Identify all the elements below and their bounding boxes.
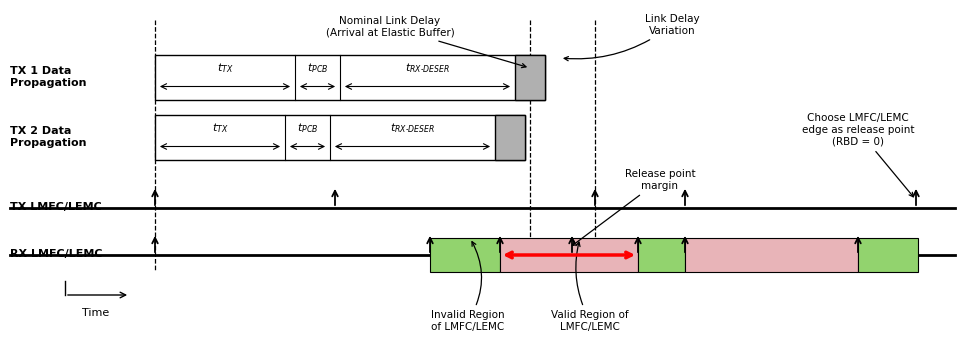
- Text: Link Delay
Variation: Link Delay Variation: [564, 14, 699, 61]
- Text: RX LMFC/LEMC: RX LMFC/LEMC: [10, 249, 103, 259]
- Text: Valid Region of
LMFC/LEMC: Valid Region of LMFC/LEMC: [551, 242, 629, 332]
- Text: Release point
margin: Release point margin: [573, 169, 695, 245]
- Bar: [858, 238, 918, 272]
- Text: Time: Time: [82, 308, 109, 318]
- Bar: [495, 115, 525, 160]
- Text: $t_{TX}$: $t_{TX}$: [217, 62, 233, 75]
- Text: $t_{PCB}$: $t_{PCB}$: [307, 62, 328, 75]
- Text: $t_{RX\text{-}DESER}$: $t_{RX\text{-}DESER}$: [389, 122, 435, 135]
- Bar: [685, 238, 858, 272]
- Bar: [155, 55, 545, 100]
- Text: $t_{PCB}$: $t_{PCB}$: [297, 122, 318, 135]
- Text: $t_{TX}$: $t_{TX}$: [212, 122, 228, 135]
- Bar: [430, 238, 500, 272]
- Bar: [515, 55, 545, 100]
- Text: Choose LMFC/LEMC
edge as release point
(RBD = 0): Choose LMFC/LEMC edge as release point (…: [802, 113, 914, 197]
- Text: TX 1 Data
Propagation: TX 1 Data Propagation: [10, 66, 86, 88]
- Text: TX 2 Data
Propagation: TX 2 Data Propagation: [10, 126, 86, 148]
- Bar: [155, 115, 525, 160]
- Bar: [500, 238, 638, 272]
- Text: TX LMFC/LEMC: TX LMFC/LEMC: [10, 202, 102, 212]
- Bar: [638, 238, 685, 272]
- Text: $t_{RX\text{-}DESER}$: $t_{RX\text{-}DESER}$: [405, 62, 450, 75]
- Text: Nominal Link Delay
(Arrival at Elastic Buffer): Nominal Link Delay (Arrival at Elastic B…: [326, 16, 526, 68]
- Text: Invalid Region
of LMFC/LEMC: Invalid Region of LMFC/LEMC: [432, 242, 504, 332]
